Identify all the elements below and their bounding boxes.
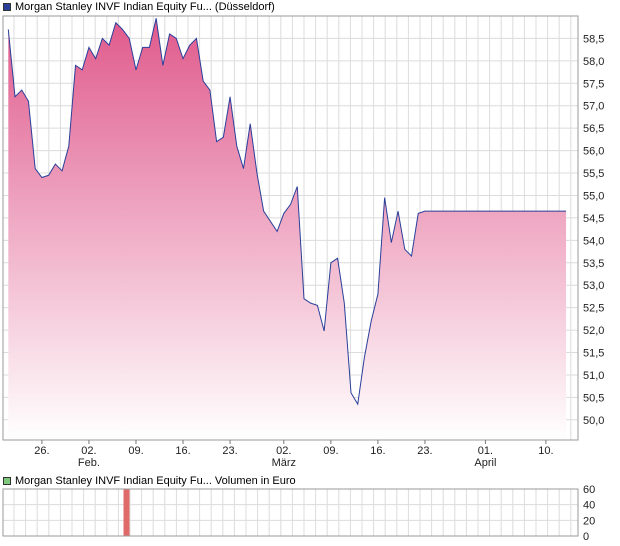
y-tick-label: 53,5	[583, 258, 604, 270]
volume-y-tick-label: 60	[583, 484, 595, 496]
volume-y-tick-label: 40	[583, 500, 595, 512]
volume-grid	[3, 488, 578, 537]
x-tick-label: 16.	[370, 445, 385, 457]
main-plot-frame	[2, 15, 579, 441]
x-tick-label: 09.	[323, 445, 338, 457]
y-tick-label: 56,5	[583, 123, 604, 135]
y-tick-label: 54,0	[583, 235, 604, 247]
main-legend-label: Morgan Stanley INVF Indian Equity Fu... …	[15, 1, 275, 13]
x-month-label: Feb.	[78, 457, 100, 469]
volume-legend-swatch	[3, 477, 11, 485]
volume-legend: Morgan Stanley INVF Indian Equity Fu... …	[3, 474, 296, 488]
volume-legend-label: Morgan Stanley INVF Indian Equity Fu... …	[15, 475, 296, 487]
date-axis: 26. 02. 09. 16. 23. 02. 09. 16. 23. 01. 10. Feb. Mär…	[34, 440, 554, 469]
volume-plot-frame	[2, 488, 579, 537]
y-tick-label: 58,5	[583, 33, 604, 45]
x-tick-label: 16.	[175, 445, 190, 457]
y-tick-label: 54,5	[583, 213, 604, 225]
y-tick-label: 52,0	[583, 325, 604, 337]
price-axis: 50,0 50,5 51,0 51,5 52,0 52,5 53,0 53,5 54,0 54,5…	[583, 33, 604, 426]
x-tick-label: 01.	[478, 445, 493, 457]
x-tick-label: 26.	[34, 445, 49, 457]
y-tick-label: 51,0	[583, 370, 604, 382]
y-tick-label: 50,0	[583, 415, 604, 427]
x-month-label: April	[474, 457, 496, 469]
y-tick-label: 51,5	[583, 348, 604, 360]
volume-bars	[123, 489, 130, 536]
price-area	[8, 18, 567, 441]
y-tick-label: 50,5	[583, 392, 604, 404]
main-legend: Morgan Stanley INVF Indian Equity Fu... …	[3, 0, 275, 14]
y-tick-label: 53,0	[583, 280, 604, 292]
x-tick-label: 23.	[222, 445, 237, 457]
y-tick-label: 57,5	[583, 78, 604, 90]
main-legend-swatch	[3, 3, 11, 11]
y-tick-label: 57,0	[583, 101, 604, 113]
price-line	[7, 18, 567, 406]
volume-y-tick-label: 20	[583, 515, 595, 527]
x-tick-label: 09.	[128, 445, 143, 457]
y-tick-label: 58,0	[583, 56, 604, 68]
x-tick-label: 02.	[276, 445, 291, 457]
x-tick-label: 10.	[538, 445, 553, 457]
y-tick-label: 56,0	[583, 146, 604, 158]
y-tick-label: 55,0	[583, 190, 604, 202]
x-tick-label: 23.	[417, 445, 432, 457]
x-month-label: März	[272, 457, 296, 469]
volume-axis: 0 20 40 60	[583, 484, 595, 543]
x-tick-label: 02.	[81, 445, 96, 457]
volume-bar	[123, 489, 130, 536]
volume-y-tick-label: 0	[583, 531, 589, 543]
y-tick-label: 55,5	[583, 168, 604, 180]
y-tick-label: 52,5	[583, 303, 604, 315]
